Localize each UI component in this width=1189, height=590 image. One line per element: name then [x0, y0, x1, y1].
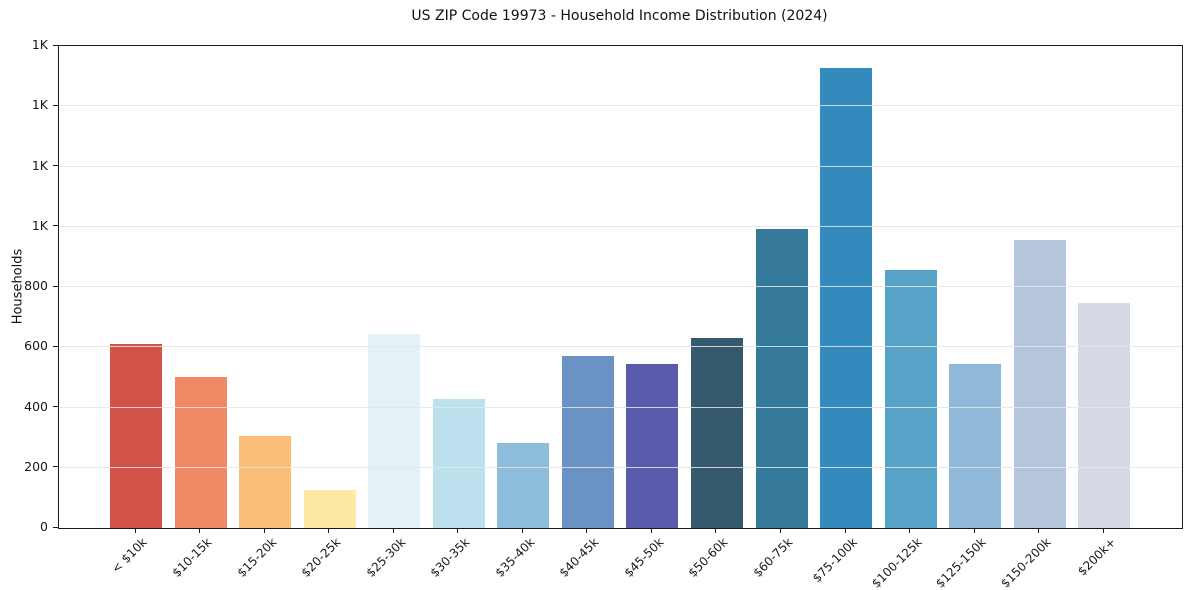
x-tick-label: < $10k: [109, 535, 150, 576]
bar-$15-20k: [239, 436, 292, 528]
bar-$60-75k: [755, 229, 808, 528]
bar-$20-25k: [303, 489, 356, 528]
x-tick-label: $125-150k: [933, 535, 990, 590]
y-tick-label: 1K: [31, 157, 48, 173]
bar-$35-40k: [497, 442, 550, 528]
bar-$125-150k: [949, 364, 1002, 528]
gridline: [59, 105, 1182, 107]
bar-$100-125k: [884, 270, 937, 528]
gridline: [59, 225, 1182, 227]
x-tick-label: $25-30k: [363, 535, 409, 580]
gridline: [59, 406, 1182, 408]
x-tick-label: $15-20k: [234, 535, 280, 580]
bar-$30-35k: [432, 398, 485, 528]
gridline: [59, 466, 1182, 468]
x-tick-mark: [780, 528, 781, 533]
x-tick-mark: [586, 528, 588, 533]
x-tick-mark: [392, 528, 394, 533]
bar-$50-60k: [690, 338, 743, 528]
y-tick-label: 1K: [31, 217, 48, 233]
x-tick-label: $20-25k: [298, 535, 344, 580]
gridline: [59, 286, 1182, 287]
y-tick-label: 1K: [31, 37, 48, 52]
x-tick-mark: [909, 528, 911, 533]
x-tick-mark: [1102, 528, 1104, 533]
x-tick-mark: [263, 528, 265, 533]
x-tick-label: $60-75k: [750, 535, 796, 580]
y-tick-mark: [53, 104, 58, 106]
y-tick-label: 200: [24, 458, 48, 474]
x-tick-mark: [457, 528, 459, 533]
x-tick-mark: [650, 528, 652, 533]
y-tick-mark: [53, 44, 58, 46]
bar-$40-45k: [561, 356, 614, 528]
y-tick-mark: [53, 345, 58, 347]
x-tick-mark: [328, 528, 330, 533]
x-tick-mark: [844, 528, 846, 533]
y-tick-mark: [53, 285, 58, 287]
chart-title: US ZIP Code 19973 - Household Income Dis…: [411, 8, 828, 24]
y-tick-mark: [53, 165, 58, 166]
x-tick-mark: [715, 528, 717, 533]
x-tick-label: $75-100k: [809, 535, 860, 586]
x-tick-label: $10-15k: [169, 535, 215, 580]
y-tick-label: 1K: [31, 97, 48, 113]
x-tick-label: $45-50k: [621, 535, 667, 580]
y-tick-label: 800: [24, 278, 48, 293]
bar-$150-200k: [1013, 240, 1066, 528]
x-tick-label: $100-125k: [868, 535, 925, 590]
x-tick-label: $150-200k: [997, 535, 1054, 590]
y-tick-mark: [53, 466, 58, 468]
bar-< $10k: [110, 344, 162, 528]
gridline: [59, 346, 1182, 348]
gridline: [59, 165, 1182, 167]
x-tick-mark: [973, 528, 975, 533]
bar-$45-50k: [626, 363, 679, 528]
y-tick-label: 400: [24, 398, 48, 414]
x-tick-mark: [134, 528, 136, 533]
y-tick-label: 600: [24, 338, 48, 354]
x-tick-label: $30-35k: [427, 535, 473, 580]
x-tick-label: $200k+: [1074, 535, 1119, 579]
bar-$25-30k: [368, 333, 421, 528]
x-tick-label: $35-40k: [492, 535, 538, 580]
y-tick-mark: [53, 406, 58, 407]
bar-$200k+: [1078, 302, 1131, 528]
plot-area: [58, 45, 1183, 529]
y-tick-mark: [53, 225, 58, 227]
x-tick-mark: [1038, 528, 1040, 533]
x-tick-mark: [199, 528, 201, 533]
x-tick-label: $40-45k: [556, 535, 602, 580]
y-tick-mark: [53, 526, 58, 528]
bar-$75-100k: [820, 68, 873, 528]
y-tick-label: 0: [40, 519, 48, 534]
x-tick-mark: [521, 528, 523, 533]
x-tick-label: $50-60k: [685, 535, 731, 580]
bar-$10-15k: [174, 377, 227, 528]
